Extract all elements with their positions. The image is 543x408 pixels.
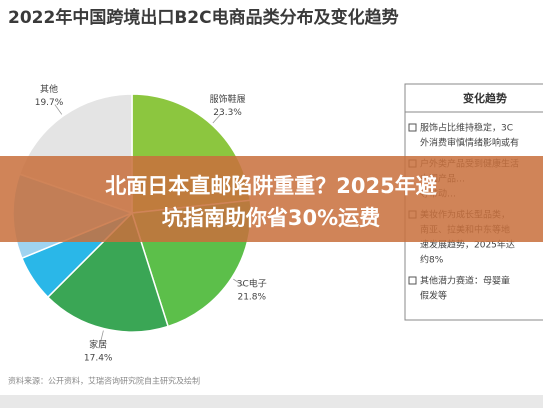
- slice-value-label: 17.4%: [84, 353, 113, 363]
- slice-label: 服饰鞋履: [210, 93, 246, 105]
- panel-text: 假发等: [420, 290, 447, 302]
- slice-label: 3C电子: [237, 278, 267, 290]
- bullet: [408, 276, 417, 285]
- slice-value-label: 21.8%: [237, 293, 266, 303]
- slice-value-label: 19.7%: [35, 98, 64, 108]
- overlay-headline: 坑指南助你省30%运费: [162, 206, 380, 230]
- panel-title: 变化趋势: [463, 91, 507, 105]
- chart-title: 2022年中国跨境出口B2C电商品类分布及变化趋势: [8, 7, 399, 28]
- slice-label: 其他: [40, 83, 58, 95]
- source-note: 资料来源：公开资料，艾瑞咨询研究院自主研究及绘制: [8, 376, 200, 386]
- bottom-bar: [0, 395, 543, 408]
- leader-line: [100, 330, 104, 343]
- panel-text: 服饰占比维持稳定，3C: [420, 122, 513, 134]
- overlay-banner: [0, 156, 543, 242]
- panel-text: 其他潜力赛道：母婴童: [420, 275, 510, 287]
- pie-slice: [46, 211, 170, 333]
- slice-value-label: 23.3%: [213, 108, 242, 118]
- panel-text: 约8%: [420, 254, 444, 266]
- leader-line: [233, 278, 244, 287]
- slice-label: 家居: [89, 338, 107, 350]
- leader-line: [54, 104, 63, 115]
- overlay-headline: 北面日本直邮陷阱重重？2025年避: [105, 174, 436, 198]
- leader-line: [212, 113, 222, 124]
- panel-text: 外消费审慎情绪影响或有: [420, 137, 519, 149]
- bullet: [408, 123, 417, 132]
